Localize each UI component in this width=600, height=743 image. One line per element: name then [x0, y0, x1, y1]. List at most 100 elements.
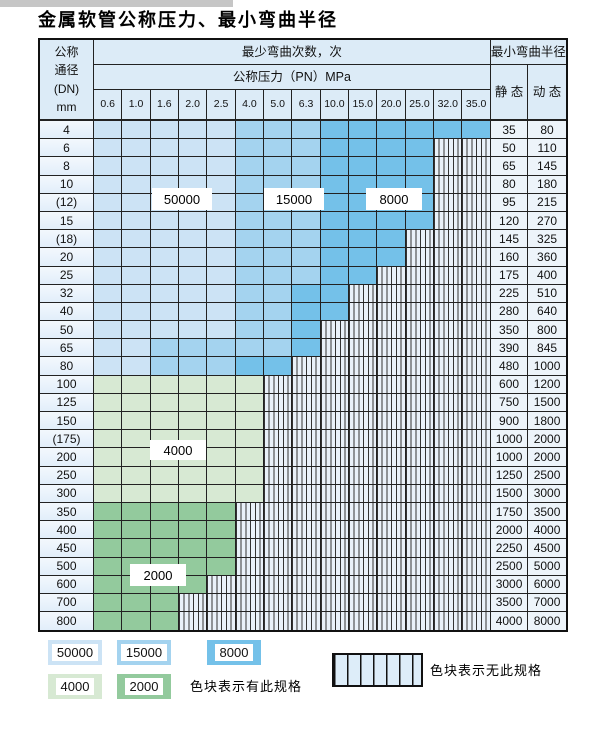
- legend-swatch: 4000: [48, 674, 102, 699]
- spec-cell: [207, 557, 236, 576]
- spec-cell: [122, 484, 151, 503]
- corner-header-line: 公称: [54, 45, 79, 60]
- dn-row-label: 40: [40, 302, 94, 322]
- zone-cycle-label: 2000: [130, 564, 186, 586]
- pressure-column-header: 1.6: [150, 90, 180, 121]
- dynamic-radius-cell: 800: [528, 321, 566, 340]
- spec-cell: [377, 248, 406, 267]
- spec-cell: [207, 484, 236, 503]
- spec-cell: [377, 302, 406, 322]
- spec-cell: [349, 448, 378, 467]
- nominal-pressure-header: 公称压力（PN）MPa: [94, 65, 491, 90]
- dn-row-label: 400: [40, 521, 94, 540]
- spec-cell: [207, 521, 236, 540]
- spec-cell: [122, 211, 151, 231]
- spec-cell: [349, 521, 378, 540]
- spec-cell: [320, 375, 350, 394]
- spec-cell: [462, 502, 491, 522]
- spec-cell: [235, 321, 265, 340]
- spec-cell: [179, 230, 208, 249]
- bend-cycles-header: 最少弯曲次数，次: [94, 40, 491, 65]
- dynamic-radius-cell: 4000: [528, 521, 566, 540]
- spec-cell: [94, 139, 123, 158]
- spec-cell: [235, 357, 265, 376]
- spec-cell: [235, 502, 265, 522]
- spec-cell: [122, 430, 151, 449]
- spec-cell: [94, 193, 123, 212]
- spec-cell: [320, 284, 350, 303]
- spec-cell: [122, 193, 151, 212]
- corner-header-line: mm: [56, 99, 77, 114]
- spec-cell: [207, 430, 236, 449]
- spec-cell: [292, 393, 321, 412]
- zone-cycle-label: 50000: [152, 188, 212, 210]
- spec-cell: [150, 357, 180, 376]
- spec-cell: [150, 321, 180, 340]
- spec-cell: [150, 539, 180, 558]
- pressure-column-header: 5.0: [264, 90, 293, 121]
- spec-cell: [179, 466, 208, 485]
- spec-cell: [122, 393, 151, 412]
- spec-cell: [405, 157, 435, 176]
- spec-cell: [150, 502, 180, 522]
- spec-cell: [405, 557, 435, 576]
- dn-row-label: 200: [40, 448, 94, 467]
- spec-cell: [434, 139, 463, 158]
- legend-has-spec-text: 色块表示有此规格: [190, 679, 303, 694]
- static-radius-cell: 1750: [490, 502, 529, 522]
- spec-cell: [320, 484, 350, 503]
- spec-cell: [320, 121, 350, 140]
- spec-cell: [235, 393, 265, 412]
- spec-cell: [94, 430, 123, 449]
- spec-cell: [179, 484, 208, 503]
- static-radius-cell: 35: [490, 121, 529, 140]
- static-radius-cell: 120: [490, 211, 529, 231]
- dynamic-radius-cell: 1000: [528, 357, 566, 376]
- spec-cell: [264, 430, 293, 449]
- spec-cell: [179, 593, 208, 613]
- spec-cell: [405, 393, 435, 412]
- spec-cell: [264, 139, 293, 158]
- static-radius-cell: 50: [490, 139, 529, 158]
- spec-cell: [434, 193, 463, 212]
- spec-cell: [235, 484, 265, 503]
- dynamic-radius-cell: 1200: [528, 375, 566, 394]
- corner-header-line: (DN): [53, 81, 80, 96]
- spec-cell: [179, 266, 208, 285]
- spec-cell: [150, 211, 180, 231]
- spec-cell: [320, 302, 350, 322]
- spec-cell: [264, 248, 293, 267]
- spec-table: 公称 通径 (DN) mm 最少弯曲次数，次 最小弯曲半径 公称压力（PN）MPa 静 态动 …: [38, 38, 568, 633]
- spec-cell: [349, 357, 378, 376]
- dn-row-label: 250: [40, 466, 94, 485]
- spec-cell: [462, 211, 491, 231]
- spec-cell: [207, 284, 236, 303]
- pressure-column-header: 6.3: [292, 90, 321, 121]
- spec-cell: [150, 230, 180, 249]
- spec-cell: [122, 230, 151, 249]
- spec-cell: [320, 412, 350, 431]
- spec-cell: [207, 612, 236, 631]
- spec-cell: [207, 230, 236, 249]
- spec-cell: [292, 248, 321, 267]
- dynamic-radius-cell: 1500: [528, 393, 566, 412]
- spec-cell: [349, 284, 378, 303]
- spec-cell: [462, 139, 491, 158]
- spec-cell: [292, 612, 321, 631]
- legend-swatch: 50000: [48, 640, 102, 665]
- spec-cell: [320, 230, 350, 249]
- spec-cell: [207, 266, 236, 285]
- static-radius-cell: 3000: [490, 575, 529, 594]
- spec-cell: [349, 502, 378, 522]
- static-radius-cell: 1000: [490, 448, 529, 467]
- spec-cell: [292, 211, 321, 231]
- legend-no-spec-text: 色块表示无此规格: [430, 663, 543, 678]
- static-radius-cell: 1250: [490, 466, 529, 485]
- spec-cell: [235, 575, 265, 594]
- spec-cell: [207, 357, 236, 376]
- spec-cell: [405, 321, 435, 340]
- zone-cycle-label: 8000: [366, 188, 422, 210]
- dn-row-label: 800: [40, 612, 94, 631]
- spec-cell: [349, 248, 378, 267]
- spec-cell: [150, 121, 180, 140]
